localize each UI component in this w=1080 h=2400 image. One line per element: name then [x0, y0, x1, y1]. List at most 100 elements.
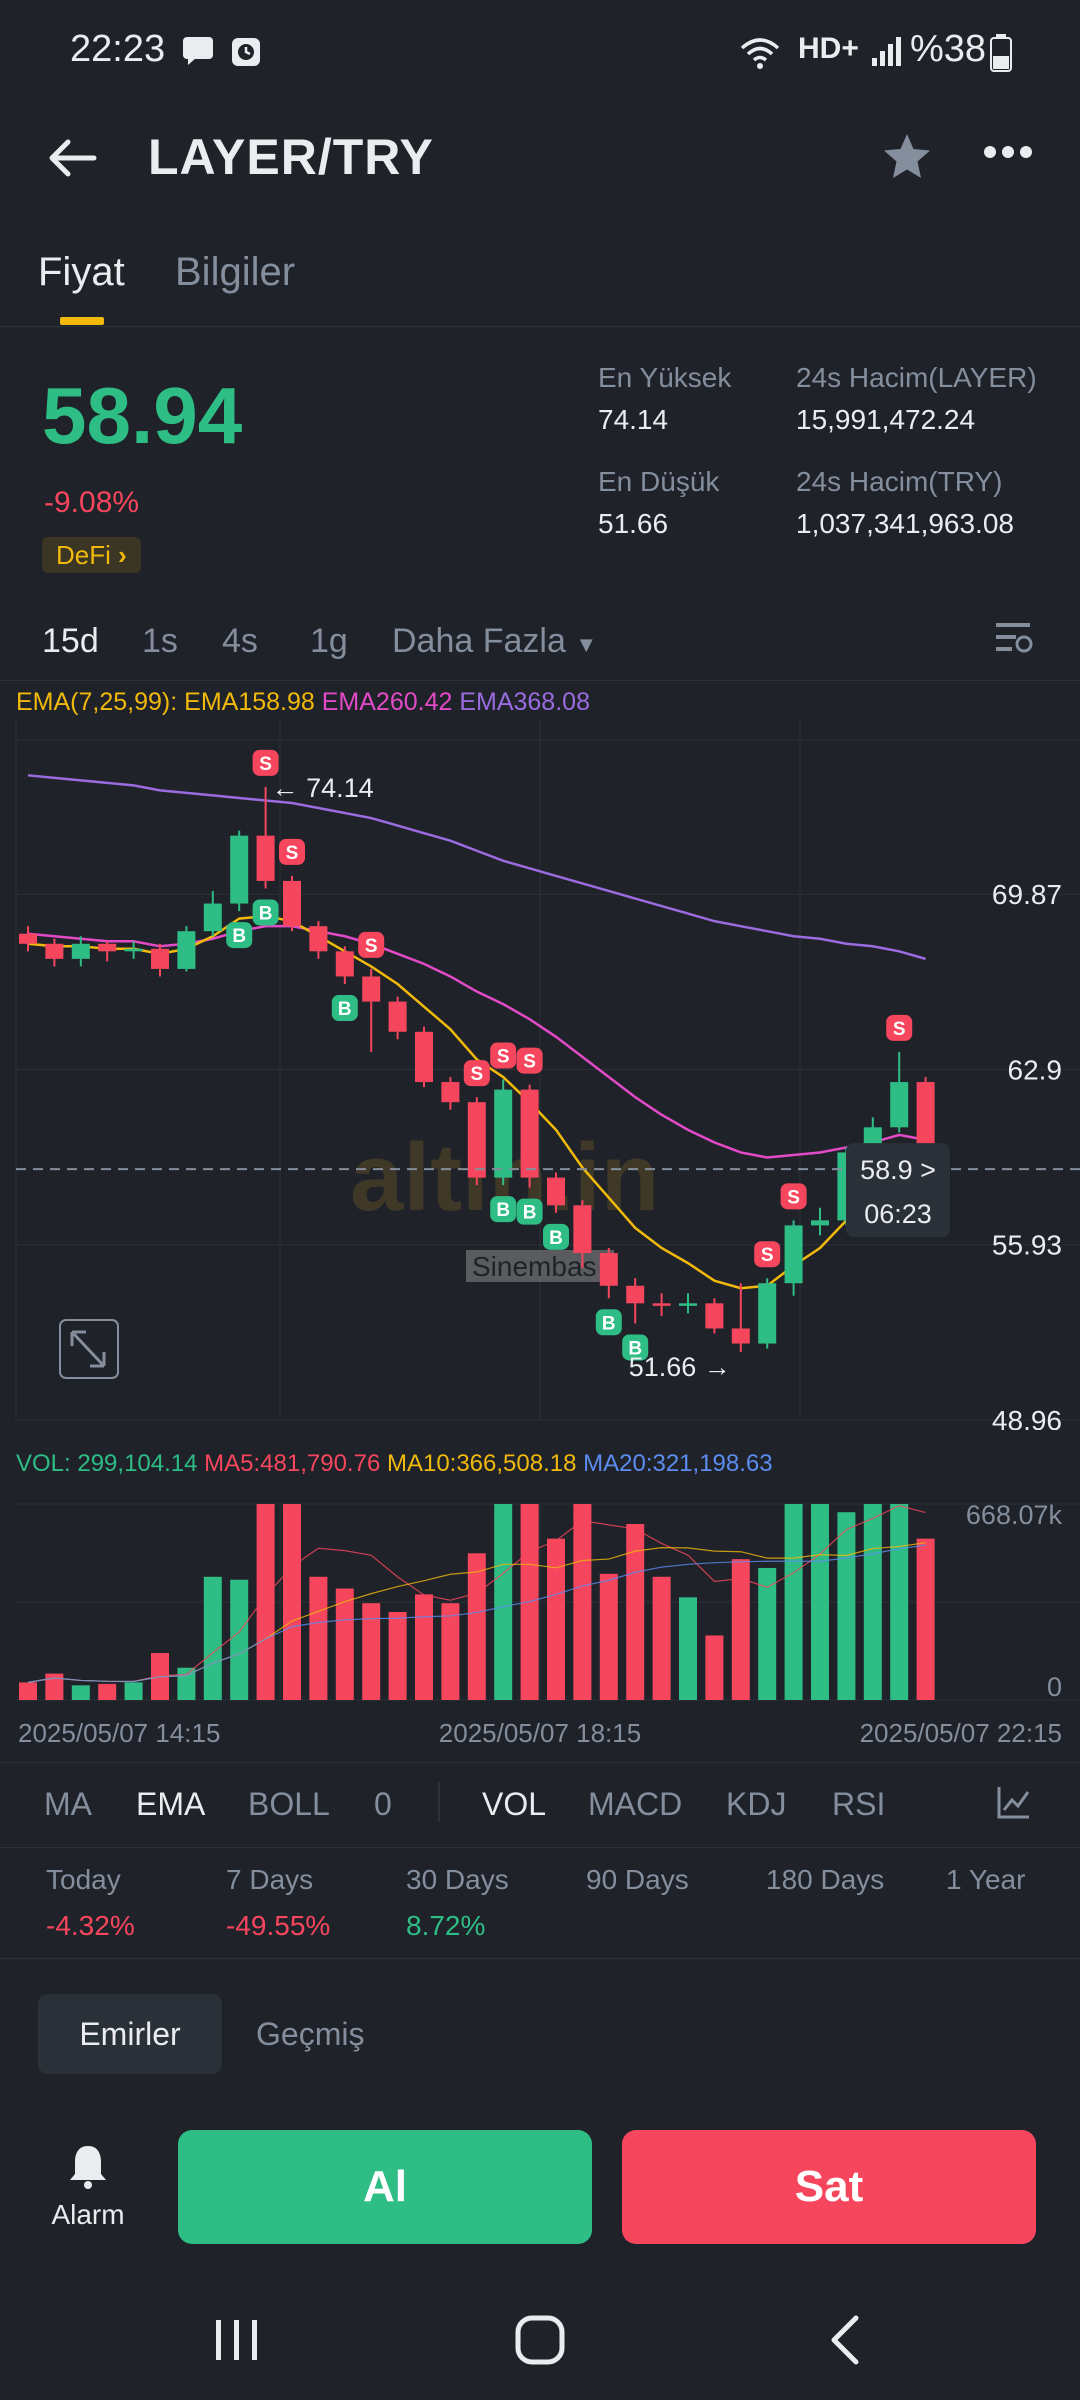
sell-marker-label: S [470, 1064, 483, 1085]
volume-quote-label: 24s Hacim(TRY) [796, 466, 1003, 497]
indicator-ma[interactable]: MA [44, 1786, 92, 1822]
indicator-macd[interactable]: MACD [588, 1786, 683, 1822]
interval-15d[interactable]: 15d [42, 622, 99, 660]
volume-ma10: MA10:366,508.18 [386, 1450, 577, 1477]
battery-label: %38 [910, 28, 987, 70]
volume-value: VOL: 299,104.14 [16, 1450, 198, 1477]
favorite-star-icon[interactable] [880, 130, 934, 189]
ema-legend-label: EMA(7,25,99): [16, 688, 178, 716]
y-axis-label: 48.96 [992, 1405, 1062, 1430]
sell-button[interactable]: Sat [622, 2130, 1036, 2244]
candlestick-chart[interactable]: altin.inSinembasBBBBBBBBSSSSSSSSS← 74.14… [0, 680, 1080, 1430]
chart-settings-icon[interactable] [994, 620, 1034, 661]
candle-down [283, 880, 301, 927]
performance-value: -49.55% [226, 1910, 331, 1941]
candle-down [19, 933, 37, 944]
volume-bar [626, 1523, 645, 1700]
candle-down [573, 1205, 592, 1254]
volume-bar [863, 1504, 882, 1700]
current-price-tag [846, 1143, 950, 1238]
fullscreen-arrows [70, 1330, 106, 1368]
volume-bar [362, 1603, 381, 1700]
performance-item: Today -4.32% [46, 1864, 135, 1942]
candle-down [98, 943, 117, 952]
ema99-line [27, 774, 926, 961]
candle-down [256, 835, 275, 881]
tab-orders[interactable]: Emirler [38, 1994, 222, 2074]
interval-more-label: Daha Fazla [392, 622, 566, 660]
performance-label: Today [46, 1864, 121, 1895]
indicator-ema[interactable]: EMA [136, 1786, 206, 1822]
sell-marker-label: S [761, 1245, 774, 1266]
sell-marker [358, 931, 385, 958]
indicator-settings-icon[interactable] [996, 1784, 1032, 1825]
volume-bar [890, 1504, 909, 1700]
category-tag[interactable]: DeFi › [42, 537, 141, 573]
buy-marker-label: B [628, 1338, 642, 1359]
back-arrow-icon[interactable] [46, 136, 98, 185]
buy-marker-label: B [338, 999, 352, 1020]
interval-1g[interactable]: 1g [310, 622, 348, 660]
volume-bar [98, 1683, 117, 1700]
alarm-button[interactable]: Alarm [46, 2142, 130, 2231]
volume-bar [758, 1567, 777, 1700]
volume-base-label: 24s Hacim(LAYER) [796, 362, 1037, 393]
home-icon[interactable] [514, 2314, 566, 2371]
countdown-label: 06:23 [864, 1199, 932, 1229]
interval-1s[interactable]: 1s [142, 622, 178, 660]
tab-history[interactable]: Geçmiş [256, 2016, 364, 2053]
buy-marker [622, 1334, 649, 1361]
sell-marker-label: S [259, 754, 272, 775]
indicator-vol[interactable]: VOL [482, 1786, 547, 1822]
volume-max-label: 668.07k [966, 1500, 1063, 1530]
system-back-icon[interactable] [826, 2314, 862, 2371]
app-header [0, 120, 1080, 230]
candle-up [203, 903, 222, 932]
fullscreen-expand-icon[interactable] [59, 1319, 119, 1379]
indicator-boll[interactable]: BOLL [248, 1786, 330, 1822]
volume-ma20-line [27, 1544, 926, 1683]
sell-marker-label: S [787, 1187, 800, 1208]
high-label: En Yüksek [598, 362, 732, 393]
sell-marker [490, 1042, 517, 1069]
candle-down [362, 976, 381, 1002]
buy-button[interactable]: Al [178, 2130, 592, 2244]
volume-ma5-line [27, 1505, 926, 1683]
buy-marker [595, 1309, 622, 1336]
sell-marker [463, 1060, 490, 1087]
x-axis-label: 2025/05/07 22:15 [860, 1718, 1062, 1748]
interval-more-dropdown[interactable]: Daha Fazla ▼ [392, 622, 597, 661]
current-price-tag-label: 58.9 > [860, 1155, 936, 1185]
interval-4s[interactable]: 4s [222, 622, 258, 660]
candle-up [811, 1220, 829, 1226]
buy-marker [490, 1196, 517, 1223]
buy-marker [252, 899, 279, 926]
volume-bar [71, 1685, 90, 1700]
volume-bar [731, 1559, 750, 1700]
tab-price[interactable]: Fiyat [38, 250, 125, 294]
volume-chart[interactable]: 668.07k 0 2025/05/07 14:15 2025/05/07 18:15… [0, 1490, 1080, 1760]
volume-bar [335, 1588, 354, 1700]
more-options-icon[interactable] [982, 142, 1034, 167]
performance-value: 8.72% [406, 1910, 486, 1941]
volume-bar [19, 1682, 37, 1700]
candle-down [467, 1102, 486, 1178]
indicator-rsi[interactable]: RSI [832, 1786, 886, 1822]
candle-up [177, 931, 196, 969]
candle-up [679, 1303, 697, 1306]
indicator-kdj[interactable]: KDJ [726, 1786, 787, 1822]
candle-up [784, 1225, 803, 1284]
buy-marker [516, 1198, 543, 1225]
signal-icon [870, 34, 904, 73]
volume-bar [705, 1635, 724, 1700]
recent-apps-icon[interactable] [214, 2318, 260, 2367]
candle-up [71, 943, 90, 959]
performance-label: 7 Days [226, 1864, 314, 1895]
indicator-row [0, 1762, 1080, 1848]
indicator-count[interactable]: 0 [374, 1786, 392, 1822]
volume-bar [45, 1673, 64, 1700]
buy-marker-label: B [496, 1200, 510, 1221]
tab-info[interactable]: Bilgiler [175, 250, 296, 294]
low-price-marker: 51.66 → [629, 1352, 731, 1382]
sell-marker-label: S [497, 1047, 510, 1068]
